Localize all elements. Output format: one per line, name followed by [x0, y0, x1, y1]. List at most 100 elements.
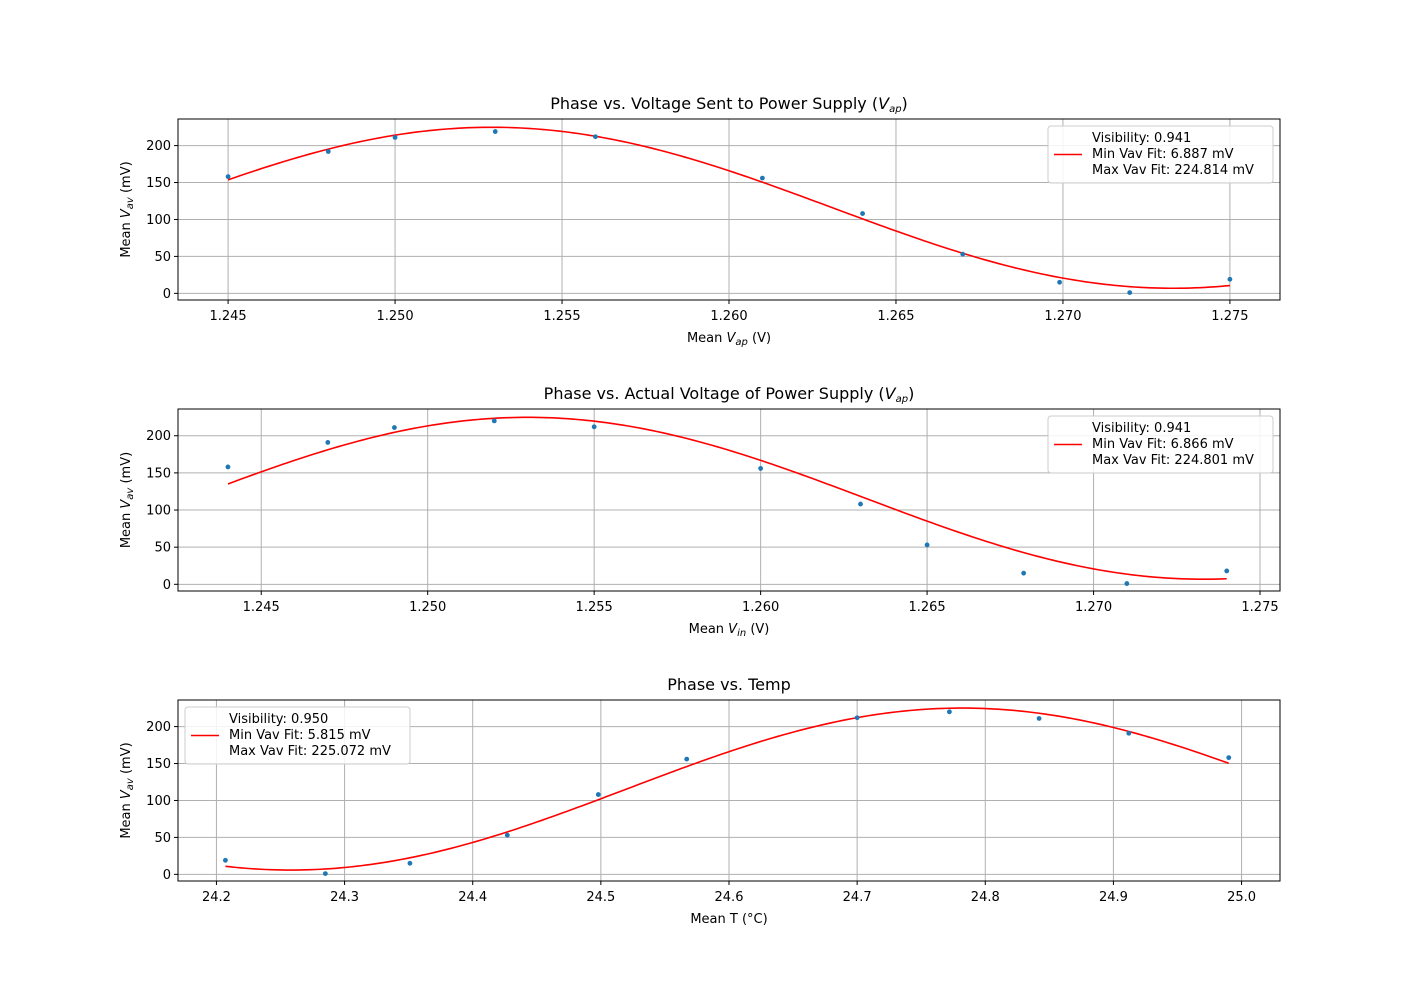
data-point	[1124, 581, 1130, 586]
legend-box	[184, 706, 411, 765]
data-point	[759, 175, 765, 181]
y-tick-label: 50	[154, 831, 171, 846]
data-point	[758, 466, 764, 471]
legend-entry: Visibility: 0.941	[1092, 421, 1191, 436]
data-point	[1226, 755, 1232, 761]
x-tick-label: 1.245	[243, 600, 280, 615]
x-tick-label: 1.250	[409, 600, 446, 615]
x-tick-label: 24.8	[971, 890, 1000, 905]
x-tick-label: 1.255	[543, 309, 580, 324]
data-point	[492, 129, 498, 134]
x-axis-label: Mean T (°C)	[690, 912, 767, 927]
data-point	[491, 418, 497, 424]
y-axis-label: Mean Vav (mV)	[119, 742, 136, 838]
chart-title: Phase vs. Actual Voltage of Power Supply…	[544, 384, 915, 405]
subplot-3: 24.2 24.3 24.4 24.5 24.6 24.7 24.8 24.9 25.0 0 50 1…	[119, 675, 1281, 927]
x-tick-label: 1.265	[877, 309, 914, 324]
data-point	[1227, 276, 1233, 282]
x-tick-label: 1.260	[710, 309, 747, 324]
data-point	[392, 425, 397, 430]
data-point	[1127, 290, 1133, 296]
y-axis-label: Mean Vav (mV)	[119, 161, 136, 257]
x-tick-label: 1.250	[376, 309, 413, 324]
fit-curve	[225, 707, 1230, 871]
data-point	[223, 857, 228, 863]
data-point	[860, 211, 865, 216]
data-point	[684, 756, 690, 762]
legend-entry: Max Vav Fit: 224.814 mV	[1092, 163, 1254, 178]
x-tick-label: 24.4	[458, 890, 487, 905]
x-tick-label: 24.9	[1099, 890, 1128, 905]
legend-entry: Max Vav Fit: 224.801 mV	[1092, 453, 1254, 468]
x-tick-label: 24.6	[715, 890, 744, 905]
data-point	[325, 440, 331, 445]
y-tick-label: 150	[146, 757, 171, 772]
y-tick-label: 0	[163, 578, 171, 593]
legend-entry: Min Vav Fit: 5.815 mV	[229, 728, 371, 743]
data-point	[1021, 570, 1027, 576]
y-tick-label: 100	[146, 794, 171, 809]
legend-box	[1047, 415, 1274, 474]
y-tick-label: 100	[146, 213, 171, 228]
data-point	[322, 871, 328, 877]
data-point	[325, 149, 331, 154]
legend-entry: Min Vav Fit: 6.887 mV	[1092, 147, 1234, 162]
y-axis-label: Mean Vav (mV)	[119, 452, 136, 548]
x-tick-label: 1.275	[1211, 309, 1248, 324]
data-point	[392, 135, 398, 140]
data-point	[960, 251, 966, 257]
chart-title: Phase vs. Voltage Sent to Power Supply (…	[550, 94, 908, 115]
x-tick-label: 24.5	[586, 890, 615, 905]
x-tick-label: 1.265	[908, 600, 945, 615]
y-tick-label: 200	[146, 429, 171, 444]
data-point	[593, 134, 598, 140]
x-tick-label: 25.0	[1227, 890, 1256, 905]
y-tick-label: 100	[146, 504, 171, 519]
fit-curve	[227, 416, 1227, 581]
data-point	[1224, 568, 1230, 574]
y-tick-label: 50	[154, 250, 171, 265]
x-tick-label: 24.2	[202, 890, 231, 905]
legend-entry: Max Vav Fit: 225.072 mV	[229, 744, 391, 759]
y-tick-label: 150	[146, 176, 171, 191]
chart-title: Phase vs. Temp	[667, 675, 790, 694]
y-tick-label: 200	[146, 720, 171, 735]
data-point	[504, 832, 510, 838]
y-tick-label: 150	[146, 466, 171, 481]
axes-frame	[177, 408, 1281, 592]
data-point	[924, 542, 930, 548]
legend-box	[1047, 125, 1274, 184]
subplot-1: 1.245 1.250 1.255 1.260 1.265 1.270 1.275 0 50 10…	[119, 94, 1281, 348]
x-axis-label: Mean Vap (V)	[687, 331, 771, 348]
x-tick-label: 24.7	[843, 890, 872, 905]
legend-entry: Visibility: 0.950	[229, 712, 328, 727]
legend-entry: Visibility: 0.941	[1092, 131, 1191, 146]
x-tick-label: 1.245	[209, 309, 246, 324]
data-point	[225, 174, 231, 180]
data-point	[1036, 716, 1042, 721]
legend-entry: Min Vav Fit: 6.866 mV	[1092, 437, 1234, 452]
data-point	[595, 792, 601, 797]
subplot-2: 1.245 1.250 1.255 1.260 1.265 1.270 1.275 0 50 10…	[119, 384, 1281, 639]
x-tick-label: 1.270	[1075, 600, 1112, 615]
x-tick-label: 1.270	[1044, 309, 1081, 324]
x-axis-label: Mean Vin (V)	[689, 622, 770, 639]
y-tick-label: 0	[163, 287, 171, 302]
y-tick-label: 0	[163, 868, 171, 883]
y-tick-label: 200	[146, 139, 171, 154]
x-tick-label: 1.260	[742, 600, 779, 615]
data-point	[407, 860, 413, 866]
data-point	[591, 424, 597, 430]
data-point	[1126, 730, 1132, 736]
x-tick-label: 1.275	[1241, 600, 1278, 615]
data-point	[225, 464, 231, 470]
data-point	[854, 715, 860, 721]
data-point	[1057, 279, 1062, 285]
data-point	[858, 501, 863, 507]
y-tick-label: 50	[154, 541, 171, 556]
data-point	[947, 709, 952, 715]
